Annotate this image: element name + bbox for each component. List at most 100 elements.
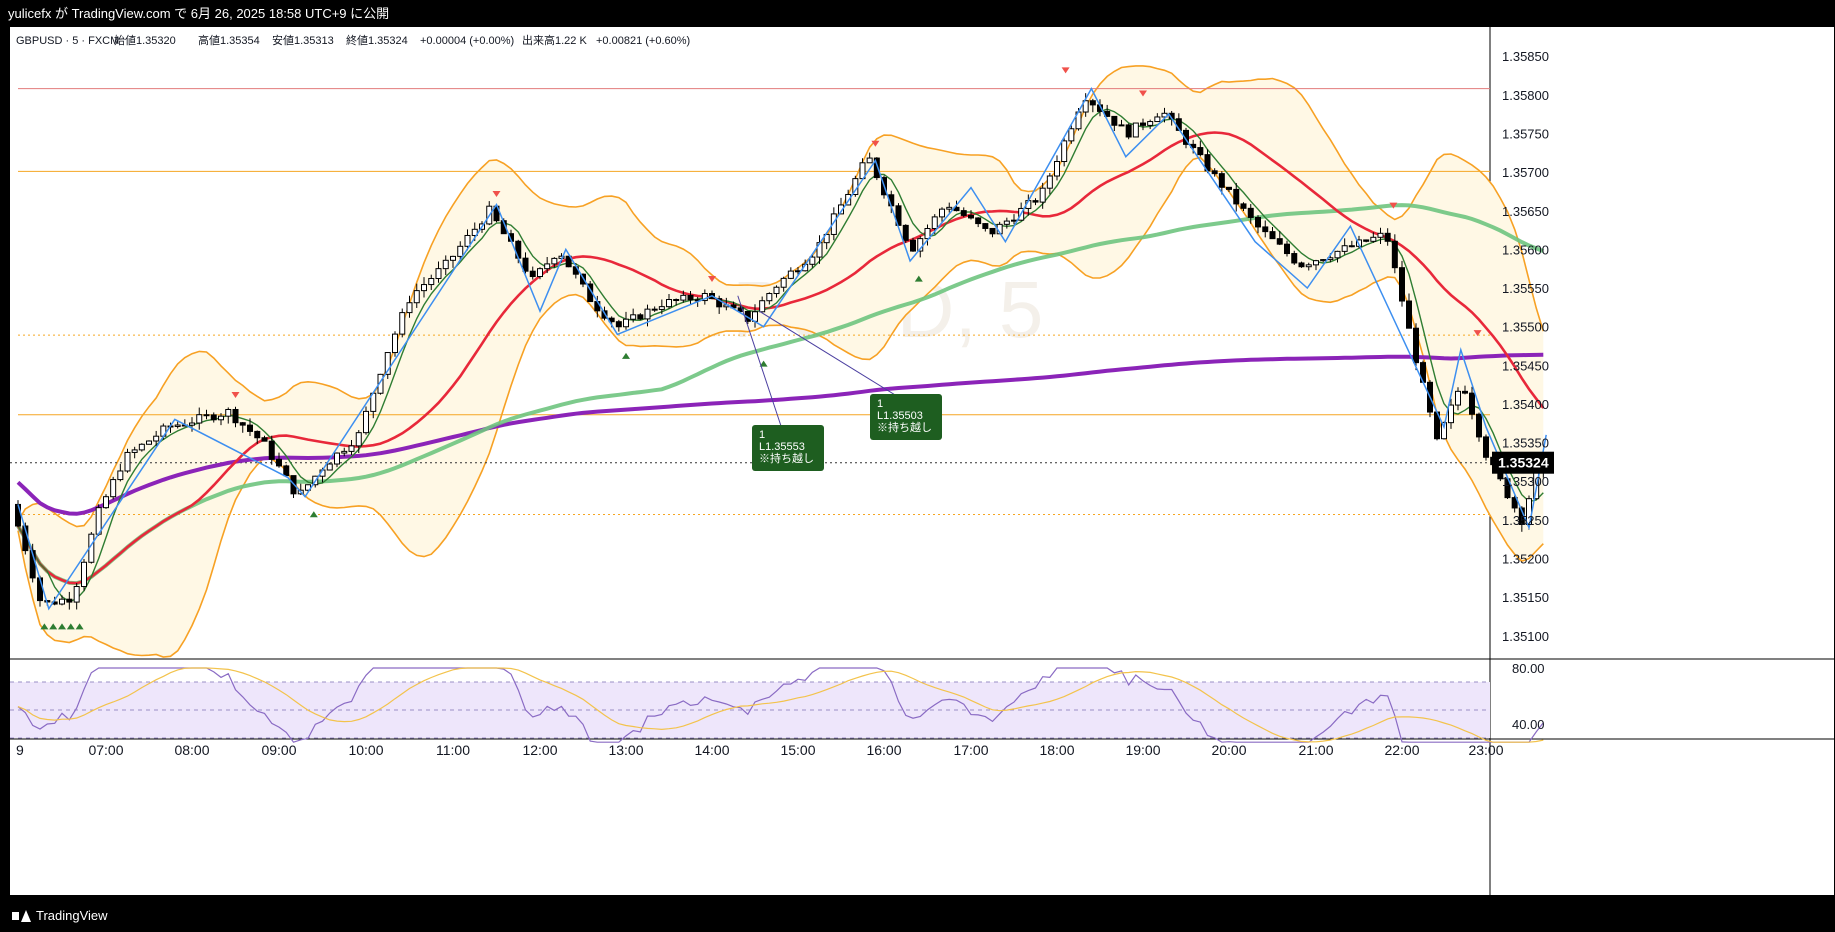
current-price-tag	[1492, 451, 1554, 474]
candle-body	[1068, 128, 1075, 142]
candle-body	[766, 293, 773, 302]
candle-body	[225, 408, 232, 417]
candle-body	[326, 463, 333, 471]
candle-body	[644, 308, 651, 320]
candle-body	[989, 227, 996, 235]
candle-body	[1197, 147, 1204, 156]
candle-body	[1211, 170, 1218, 175]
candle-body	[421, 284, 427, 292]
price-tick-label: 1.35800	[1502, 88, 1549, 103]
candle-body	[1284, 243, 1290, 255]
peak-marker	[492, 191, 501, 198]
candle-body	[210, 414, 217, 421]
candle-body	[1334, 250, 1341, 259]
ema-short-line	[16, 131, 1545, 585]
annotation-text: L1.35503	[877, 410, 923, 422]
candle-body	[1233, 188, 1240, 205]
candle-body	[1341, 245, 1348, 252]
candle-body	[1413, 327, 1419, 364]
candle-body	[1089, 100, 1096, 106]
annotation-text: ※持ち越し	[759, 451, 814, 465]
rsi-tick-label: 80.00	[1512, 661, 1545, 676]
time-tick-label: 10:00	[348, 742, 383, 758]
annotation-leader	[737, 295, 783, 430]
candle-body	[124, 451, 131, 472]
candle-body	[565, 255, 572, 268]
time-tick-label: 08:00	[174, 742, 209, 758]
candle-body	[780, 277, 787, 288]
candle-body	[931, 216, 938, 230]
candle-body	[15, 503, 21, 527]
candle-body	[1511, 497, 1518, 509]
candle-body	[1154, 116, 1161, 123]
price-tick-label: 1.35250	[1502, 513, 1549, 528]
trough-marker	[75, 623, 84, 630]
candle-body	[1039, 187, 1046, 203]
candle-body	[946, 206, 953, 210]
annotation-box	[752, 425, 824, 471]
candle-body	[1082, 100, 1089, 113]
candle-body	[428, 278, 435, 286]
candle-body	[866, 157, 873, 164]
candle-body	[341, 450, 348, 454]
candle-body	[1391, 240, 1398, 269]
candle-body	[413, 290, 420, 304]
annotation-text: 1	[877, 398, 883, 410]
ema-mid-line	[16, 203, 1545, 586]
candle-body	[363, 410, 369, 434]
candle-body	[1448, 404, 1454, 424]
candle-body	[759, 300, 766, 313]
price-tick-label: 1.35850	[1502, 49, 1549, 64]
legend-symbol: GBPUSD · 5 · FXCM	[16, 35, 119, 47]
candle-body	[975, 217, 982, 225]
candle-body	[1305, 264, 1312, 268]
candle-body	[384, 352, 391, 375]
candle-body	[276, 458, 282, 467]
peak-marker	[871, 140, 880, 147]
candle-body	[268, 440, 275, 460]
candle-body	[1399, 267, 1405, 302]
rsi-line	[17, 667, 1544, 743]
candle-body	[1291, 253, 1298, 264]
candle-body	[873, 157, 880, 179]
candle-body	[1032, 200, 1039, 203]
time-tick-label: 14:00	[694, 742, 729, 758]
legend-change2: +0.00821 (+0.60%)	[596, 35, 690, 47]
candle-body	[1348, 245, 1355, 248]
rsi-ma-line	[17, 667, 1544, 743]
candle-body	[1377, 232, 1384, 238]
time-tick-label: 17:00	[953, 742, 988, 758]
candle-body	[1061, 140, 1068, 163]
time-tick-label: 21:00	[1298, 742, 1333, 758]
candle-body	[737, 307, 744, 312]
candle-body	[442, 259, 449, 270]
candle-body	[787, 270, 794, 279]
candle-body	[551, 257, 558, 265]
candle-body	[960, 210, 967, 216]
candle-body	[1384, 232, 1391, 242]
price-tick-label: 1.35400	[1502, 397, 1549, 412]
time-tick-label: 12:00	[522, 742, 557, 758]
tradingview-logo-icon	[12, 909, 31, 922]
candle-body	[1011, 219, 1017, 222]
candle-body	[247, 424, 253, 432]
candle-body	[283, 465, 290, 477]
candle-body	[1218, 173, 1225, 188]
tradingview-logo: TradingView	[12, 908, 108, 923]
candle-body	[146, 440, 152, 445]
candle-body	[1269, 231, 1276, 240]
peak-marker	[1061, 67, 1070, 74]
candle-body	[1125, 124, 1132, 138]
current-price-label: 1.35324	[1498, 455, 1549, 471]
bollinger-lower	[17, 156, 1544, 658]
candle-body	[435, 268, 442, 280]
price-tick-label: 1.35350	[1502, 436, 1549, 451]
legend-low: 安値1.35313	[272, 33, 334, 47]
peak-marker	[1473, 330, 1482, 337]
price-tick-label: 1.35650	[1502, 204, 1549, 219]
candle-body	[450, 255, 456, 261]
peak-marker	[1389, 202, 1398, 209]
